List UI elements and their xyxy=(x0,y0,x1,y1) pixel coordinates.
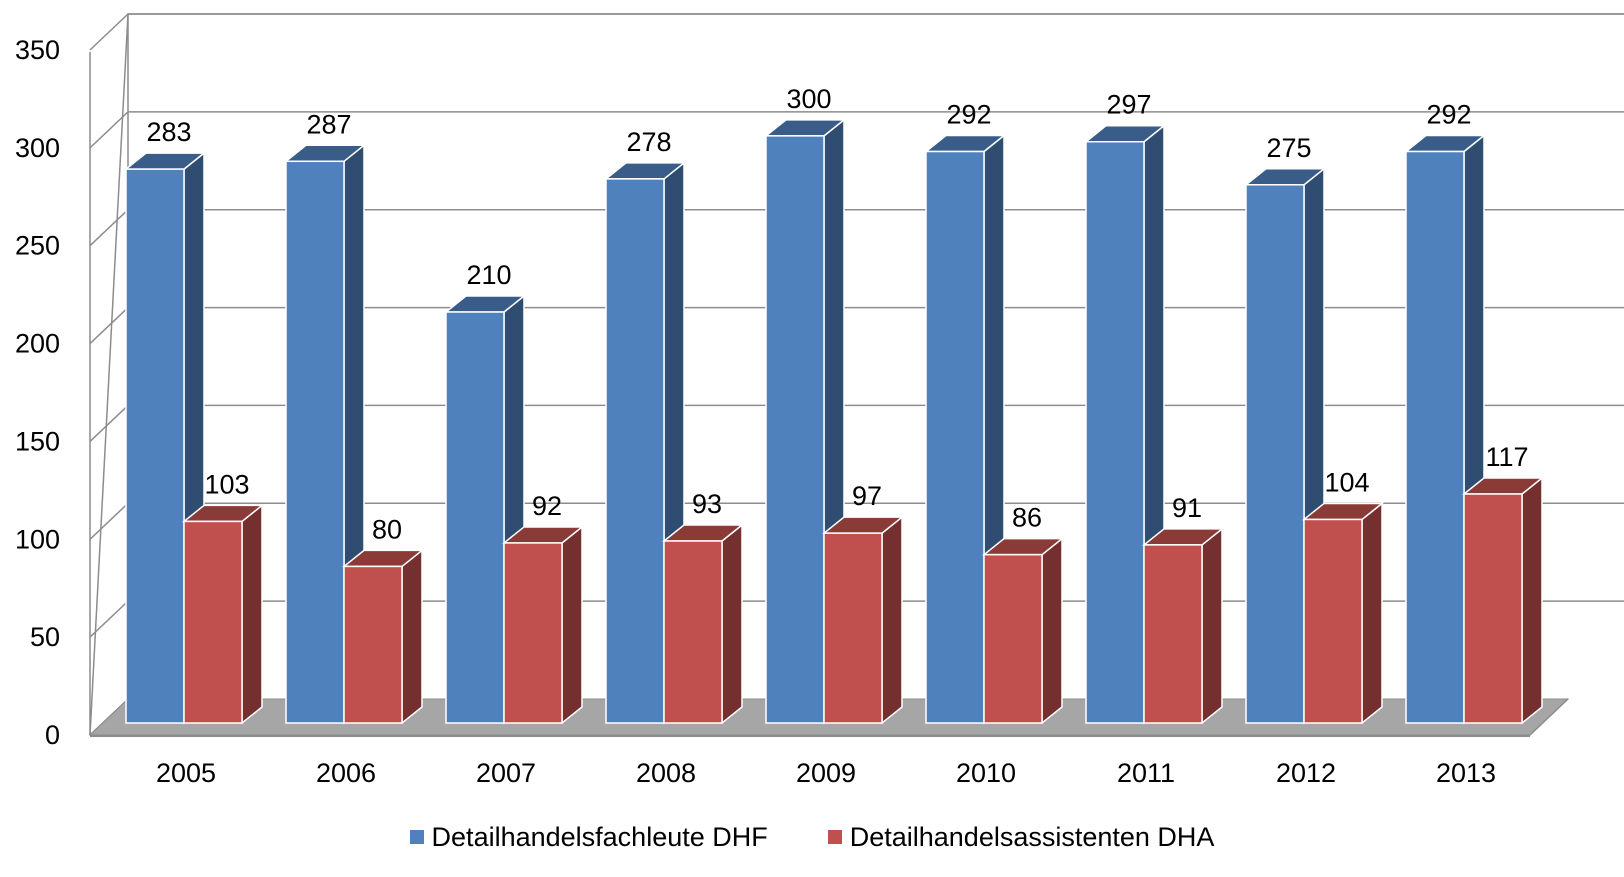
x-tick-label: 2011 xyxy=(1117,758,1175,788)
y-tick-label: 250 xyxy=(15,231,60,261)
bar-dha xyxy=(501,525,585,725)
bar-front xyxy=(285,160,345,724)
bar-front xyxy=(125,168,185,724)
data-label-dha: 97 xyxy=(852,481,882,511)
data-label-dhf: 292 xyxy=(946,100,991,130)
floor-edge xyxy=(90,735,1530,737)
bar-dha xyxy=(661,523,745,725)
y-tick-label: 350 xyxy=(15,35,60,65)
y-tick-label: 0 xyxy=(45,720,60,750)
bar-side xyxy=(881,515,903,725)
bar-side xyxy=(721,523,743,725)
bar-side xyxy=(1361,501,1383,725)
data-label-dhf: 275 xyxy=(1266,133,1311,163)
bar-side xyxy=(1521,476,1543,725)
bar-front xyxy=(1085,140,1145,724)
data-label-dha: 86 xyxy=(1012,503,1042,533)
bar-front xyxy=(343,565,403,724)
x-tick-label: 2012 xyxy=(1276,758,1336,788)
legend-swatch-dha xyxy=(827,830,842,844)
data-label-dha: 91 xyxy=(1172,493,1202,523)
data-label-dhf: 292 xyxy=(1426,100,1471,130)
y-tick-label: 300 xyxy=(15,133,60,163)
bar-front xyxy=(1245,184,1305,724)
legend-label-dha: Detailhandelsassistenten DHA xyxy=(849,821,1215,852)
data-label-dhf: 210 xyxy=(466,260,511,290)
bar-dha xyxy=(1461,476,1545,725)
bar-front xyxy=(663,540,723,724)
data-labels: 283 103 287 80 210 92 278 93 300 97 292 86 297 91 275 1… xyxy=(146,84,1528,545)
bar-front xyxy=(183,520,243,724)
legend-item-dhf: Detailhandelsfachleute DHF xyxy=(409,821,768,853)
bar-front xyxy=(605,178,665,724)
gridline-side xyxy=(89,13,129,51)
data-label-dhf: 278 xyxy=(626,127,671,157)
gridline-side xyxy=(89,404,129,442)
bar-side xyxy=(401,548,423,725)
bar-front xyxy=(925,150,985,724)
bar-dha xyxy=(341,548,425,725)
y-tick-label: 150 xyxy=(15,426,60,456)
y-tick-label: 200 xyxy=(15,329,60,359)
legend: Detailhandelsfachleute DHF Detailhandels… xyxy=(0,812,1624,862)
bar-side xyxy=(241,503,263,725)
data-label-dhf: 300 xyxy=(786,84,831,114)
y-tick-label: 100 xyxy=(15,524,60,554)
bar-front xyxy=(1303,518,1363,724)
data-label-dha: 93 xyxy=(692,489,722,519)
gridline-side xyxy=(89,111,129,149)
gridline-side xyxy=(89,307,129,345)
data-label-dhf: 287 xyxy=(306,109,351,139)
x-tick-label: 2007 xyxy=(476,758,536,788)
data-label-dha: 80 xyxy=(372,514,402,544)
bar-front xyxy=(765,135,825,724)
x-tick-label: 2008 xyxy=(636,758,696,788)
bars xyxy=(123,118,1545,725)
data-label-dhf: 283 xyxy=(146,117,191,147)
bar-front xyxy=(1405,150,1465,724)
gridline-side xyxy=(89,502,129,540)
legend-swatch-dhf xyxy=(409,830,424,844)
bar-front xyxy=(503,542,563,724)
floor-right-edge xyxy=(1529,698,1569,736)
x-tick-label: 2009 xyxy=(796,758,856,788)
x-tick-label: 2006 xyxy=(316,758,376,788)
bar-front xyxy=(983,553,1043,724)
x-tick-label: 2010 xyxy=(956,758,1016,788)
x-axis: 2005 2006 2007 2008 2009 2010 2011 2012 2013 xyxy=(156,758,1496,788)
bar-dha xyxy=(1301,501,1385,725)
bar-dha xyxy=(181,503,265,725)
gridline-side xyxy=(89,209,129,247)
x-tick-label: 2013 xyxy=(1436,758,1496,788)
legend-label-dhf: Detailhandelsfachleute DHF xyxy=(431,821,768,852)
data-label-dha: 117 xyxy=(1485,442,1528,472)
bar-front xyxy=(445,311,505,724)
legend-item-dha: Detailhandelsassistenten DHA xyxy=(827,821,1215,853)
gridline-side xyxy=(89,600,129,638)
y-axis: 0 50 100 150 200 250 300 350 xyxy=(15,35,60,750)
bar-dhf xyxy=(1403,133,1487,725)
data-label-dhf: 297 xyxy=(1106,90,1151,120)
bar-side xyxy=(1041,537,1063,725)
y-tick-label: 50 xyxy=(30,622,60,652)
bar-front xyxy=(823,532,883,724)
data-label-dha: 104 xyxy=(1324,467,1369,497)
bar-side xyxy=(1201,527,1223,725)
bar-dha xyxy=(821,515,905,725)
bar-side xyxy=(561,525,583,725)
bar-front xyxy=(1463,493,1523,724)
data-label-dha: 103 xyxy=(204,469,249,499)
bar-dha xyxy=(1141,527,1225,725)
bar-dha xyxy=(981,537,1065,725)
bar-front xyxy=(1143,544,1203,724)
x-tick-label: 2005 xyxy=(156,758,216,788)
data-label-dha: 92 xyxy=(532,491,562,521)
